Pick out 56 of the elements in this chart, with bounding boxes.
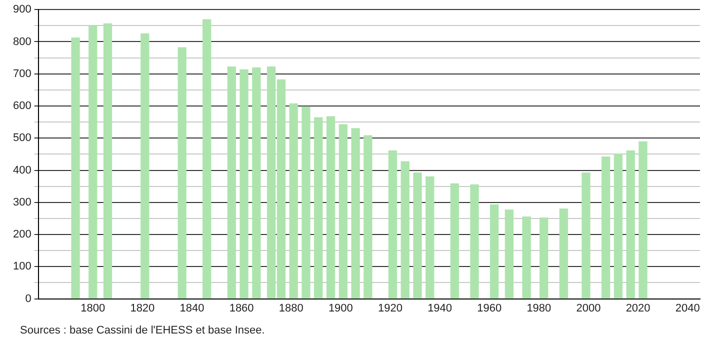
bar [351,128,360,299]
bar [559,208,568,299]
bar [240,69,248,299]
y-tick-label: 300 [12,196,32,208]
y-tick-label: 200 [12,228,32,241]
bar [314,117,323,299]
bar [338,124,348,299]
bar [413,172,422,299]
x-tick-label: 2040 [675,302,700,314]
bar [470,184,479,299]
bar [326,116,336,299]
bar [614,154,623,299]
bar [638,141,648,299]
y-tick-label: 400 [12,164,32,176]
bar [400,161,410,299]
x-tick-label: 1960 [477,302,502,314]
bar [88,25,98,299]
x-tick-label: 1840 [180,302,204,314]
x-tick-label: 1880 [278,302,304,314]
bar [103,23,112,299]
x-tick-label: 1860 [229,302,254,314]
bar [540,217,548,299]
bar [202,19,212,299]
bar [490,204,499,299]
x-tick-label: 1940 [428,302,452,314]
x-tick-label: 1820 [130,302,155,314]
bar [602,156,610,299]
bar [227,66,236,299]
bar [364,135,372,299]
bar [582,172,590,299]
y-tick-label: 500 [12,132,32,144]
x-tick-label: 1900 [328,302,353,314]
x-tick-label: 1800 [80,302,106,314]
bar [71,38,80,299]
y-tick-label: 900 [12,4,32,16]
x-tick-label: 2000 [576,302,601,314]
bar [289,103,298,299]
y-tick-label: 600 [12,100,32,112]
bar [522,216,531,299]
bar [140,33,150,299]
x-tick-label: 2020 [626,302,650,314]
x-tick-label: 1980 [526,302,552,314]
bar [178,47,186,299]
x-tick-label: 1920 [378,302,402,314]
bar [252,67,261,299]
y-tick-label: 700 [12,68,32,80]
bar [426,176,434,299]
source-note: Sources : base Cassini de l'EHESS et base Insee. [20,324,265,337]
bar [450,183,459,299]
y-tick-label: 800 [12,36,32,48]
bar [504,209,514,299]
y-tick-label: 100 [12,260,32,273]
y-tick-label: 0 [25,292,32,305]
bar [388,150,398,299]
bar [302,106,310,299]
bar [626,150,635,299]
